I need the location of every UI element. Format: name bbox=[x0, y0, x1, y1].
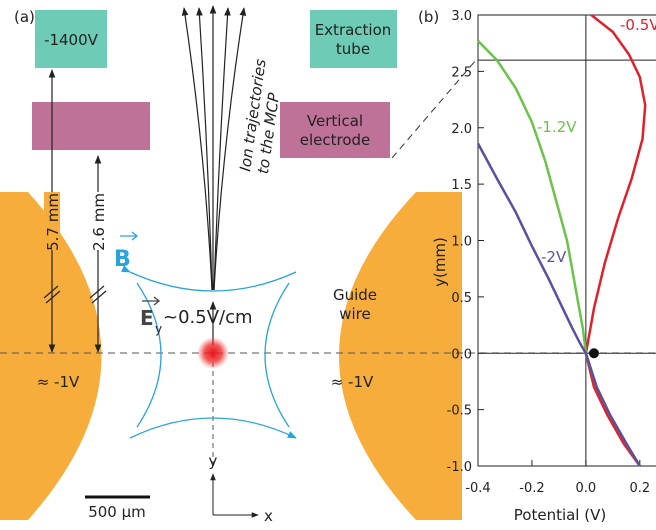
vector-arrow bbox=[120, 232, 137, 240]
e-field-subscript: y bbox=[155, 322, 162, 336]
x-tick-label: 0.0 bbox=[576, 481, 597, 496]
curve-label: -1.2V bbox=[537, 118, 577, 136]
x-axis-title: Potential (V) bbox=[514, 506, 606, 524]
electrode-right bbox=[280, 102, 390, 158]
y-tick-label: 1.0 bbox=[451, 235, 472, 250]
coordinate-axes bbox=[213, 474, 258, 515]
trajectory-label: Ion trajectories to the MCP bbox=[236, 58, 287, 175]
panel-label: (b) bbox=[418, 8, 439, 26]
axis-x-label: x bbox=[264, 507, 273, 525]
y-tick-label: 0.5 bbox=[451, 291, 472, 306]
y-tick-label: 1.5 bbox=[451, 178, 472, 193]
trajectories bbox=[184, 6, 244, 345]
point bbox=[589, 348, 599, 358]
hv-label: -1400V bbox=[44, 31, 99, 49]
curve-label: -0.5V bbox=[620, 16, 656, 34]
electrode-left bbox=[32, 102, 150, 150]
y-tick-label: 2.0 bbox=[451, 122, 472, 137]
scale-label: 500 µm bbox=[88, 503, 146, 521]
e-field-symbol: E bbox=[140, 306, 154, 330]
x-tick-label: -0.4 bbox=[465, 481, 490, 496]
curve-label: -2V bbox=[541, 248, 567, 266]
plot: 3.0 2.5 2.0 1.5 1.0 0.5 0.0 -0.5 -1.0 -0.4 -0.2 0.0… bbox=[447, 9, 656, 496]
distance-label: 5.7 mm bbox=[44, 193, 62, 251]
x-tick-label: 0.2 bbox=[629, 481, 650, 496]
e-field-text: ~0.5V/cm bbox=[163, 307, 253, 328]
electrode-label: electrode bbox=[300, 131, 371, 149]
tube-label: tube bbox=[336, 40, 370, 58]
wire-voltage: ≈ -1V bbox=[331, 373, 374, 391]
y-tick-label: 2.5 bbox=[451, 65, 472, 80]
wire-label: Guide bbox=[333, 286, 377, 304]
b-field-label: B bbox=[114, 247, 131, 272]
y-tick-label: 0.0 bbox=[451, 347, 472, 362]
wire-voltage: ≈ -1V bbox=[37, 373, 80, 391]
tube-label: Extraction bbox=[315, 21, 392, 39]
x-tick-label: -0.2 bbox=[519, 481, 544, 496]
electrode-label: Vertical bbox=[307, 112, 363, 130]
curve bbox=[478, 144, 640, 467]
wire-label: wire bbox=[339, 305, 371, 323]
curve bbox=[586, 15, 645, 466]
distance-label: 2.6 mm bbox=[90, 193, 108, 251]
ion-cloud bbox=[197, 337, 229, 369]
axis-y-label: y bbox=[209, 452, 218, 470]
figure: -1400V Extraction tube Vertical electrod… bbox=[0, 0, 656, 530]
y-tick-label: -1.0 bbox=[447, 460, 472, 475]
vector-arrow bbox=[142, 297, 159, 305]
extraction-tube-box bbox=[310, 10, 397, 68]
y-tick-label: 3.0 bbox=[451, 9, 472, 24]
y-tick-label: -0.5 bbox=[447, 404, 472, 419]
panel-label: (a) bbox=[14, 8, 35, 26]
y-axis-title: y(mm) bbox=[431, 237, 449, 287]
